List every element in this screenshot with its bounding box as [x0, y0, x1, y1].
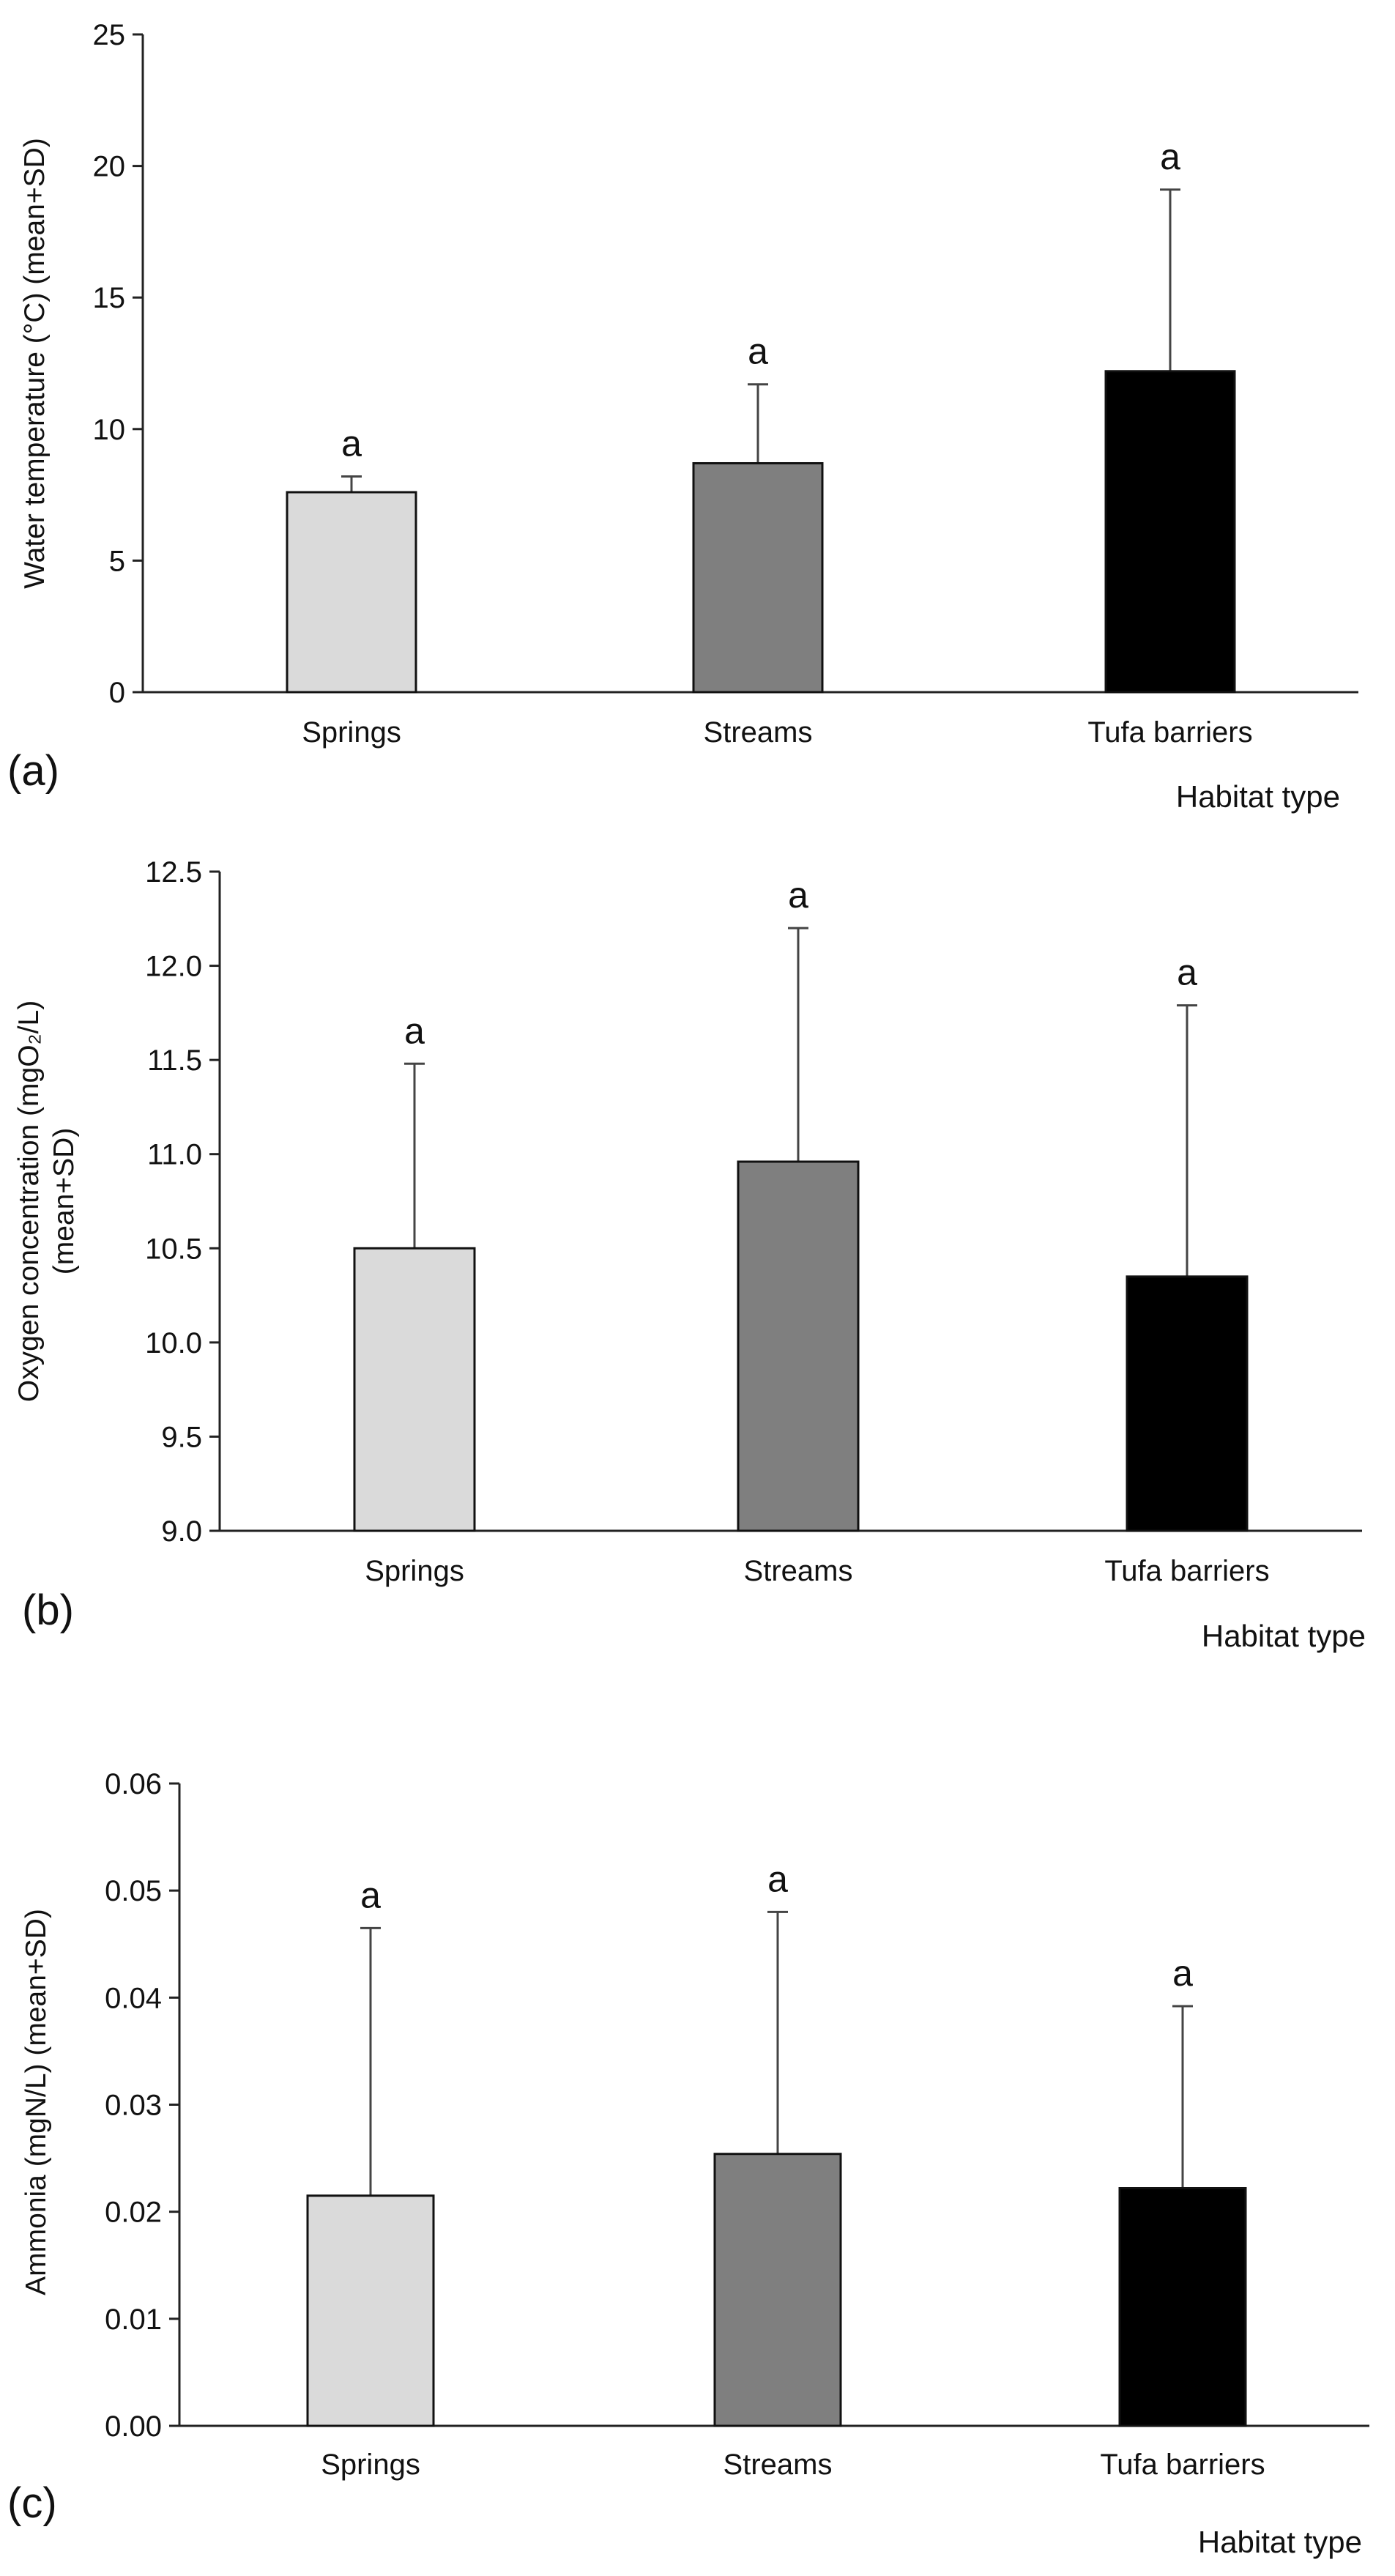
chart-b-y-ticks: 9.0 9.5 10.0 10.5 11.0 11.5 12.0 12.5 — [145, 856, 220, 1548]
chart-c-bars: a Springs a Streams a Tufa barriers — [306, 1858, 1265, 2481]
chart-a-y-ticks: 0 5 10 15 20 25 — [93, 19, 143, 709]
chart-a-bars: a Springs a Streams a Tufa barriers — [286, 136, 1253, 749]
chart-c-bar-tufa-barriers — [1118, 2187, 1247, 2427]
chart-a-y-tick-label: 0 — [109, 677, 125, 709]
chart-a-significance-streams: a — [748, 331, 768, 372]
chart-b-y-label-line1: Oxygen concentration (mgO₂/L) — [13, 1001, 45, 1402]
chart-b-bar-tufa-barriers — [1126, 1275, 1249, 1532]
chart-b-y-tick-label: 9.0 — [161, 1515, 202, 1548]
chart-a: 0 5 10 15 20 25 a Springs a Streams a Tufa barrier… — [7, 19, 1358, 814]
chart-c-y-tick-label: 0.06 — [105, 1768, 162, 1800]
chart-c-y-tick-label: 0.02 — [105, 2197, 162, 2229]
chart-b-x-label: Habitat type — [1202, 1619, 1366, 1653]
chart-c-significance-tufa-barriers: a — [1172, 1953, 1193, 1994]
chart-c-y-label: Ammonia (mgN/L) (mean+SD) — [21, 1909, 52, 2295]
chart-b-significance-springs: a — [404, 1010, 425, 1051]
chart-b-y-tick-label: 11.5 — [147, 1044, 202, 1077]
chart-c-category-label-tufa-barriers: Tufa barriers — [1100, 2449, 1265, 2481]
chart-b-y-tick-label: 11.0 — [147, 1139, 202, 1171]
chart-a-significance-springs: a — [341, 423, 362, 464]
chart-c-y-tick-label: 0.00 — [105, 2410, 162, 2443]
chart-a-x-label: Habitat type — [1176, 779, 1340, 814]
chart-b-y-tick-label: 12.5 — [145, 856, 202, 888]
chart-b: 9.09.510.010.511.011.512.012.5 aSpringsa… — [13, 856, 1366, 1653]
chart-b-category-label-springs: Springs — [365, 1555, 464, 1587]
chart-b-y-tick-label: 12.0 — [145, 951, 202, 983]
chart-a-y-tick-label: 25 — [93, 19, 126, 51]
chart-a-y-tick-label: 15 — [93, 282, 126, 314]
chart-a-significance-tufa-barriers: a — [1160, 136, 1180, 177]
chart-b-y-tick-label: 10.0 — [145, 1327, 202, 1359]
chart-a-category-label-streams: Streams — [704, 716, 813, 749]
chart-b-category-label-tufa-barriers: Tufa barriers — [1104, 1555, 1269, 1587]
chart-c-x-label: Habitat type — [1198, 2525, 1362, 2559]
chart-a-bar-springs — [286, 491, 417, 694]
chart-c-y-ticks: 0.00 0.01 0.02 0.03 0.04 0.05 0.06 — [105, 1768, 179, 2443]
chart-a-y-tick-label: 10 — [93, 414, 126, 446]
chart-c-bar-streams — [713, 2153, 842, 2427]
chart-c-panel-label: (c) — [7, 2479, 57, 2527]
chart-c-bar-springs — [306, 2194, 435, 2427]
chart-b-bar-springs — [353, 1247, 476, 1532]
chart-c-y-tick-label: 0.04 — [105, 1982, 162, 2014]
chart-b-y-tick-label: 10.5 — [145, 1233, 202, 1265]
chart-a-bar-streams — [692, 461, 824, 694]
chart-a-category-label-springs: Springs — [302, 716, 401, 749]
chart-c-y-tick-label: 0.03 — [105, 2090, 162, 2122]
chart-c-y-tick-label: 0.05 — [105, 1875, 162, 1907]
chart-b-y-label-line2: (mean+SD) — [48, 1128, 80, 1274]
chart-b-significance-streams: a — [788, 875, 808, 916]
chart-a-y-tick-label: 20 — [93, 151, 126, 183]
chart-b-category-label-streams: Streams — [744, 1555, 853, 1587]
chart-a-panel-label: (a) — [7, 747, 59, 795]
chart-a-y-label: Water temperature (°C) (mean+SD) — [19, 138, 51, 589]
chart-a-bar-tufa-barriers — [1104, 370, 1236, 694]
chart-a-y-tick-label: 5 — [109, 545, 125, 577]
chart-c-category-label-streams: Streams — [723, 2449, 833, 2481]
chart-b-significance-tufa-barriers: a — [1177, 952, 1197, 993]
chart-c: 0.00 0.01 0.02 0.03 0.04 0.05 0.06 a Springs a St… — [7, 1768, 1369, 2559]
chart-a-category-label-tufa-barriers: Tufa barriers — [1087, 716, 1252, 749]
chart-c-significance-springs: a — [360, 1874, 381, 1915]
chart-b-panel-label: (b) — [22, 1586, 74, 1634]
chart-c-category-label-springs: Springs — [321, 2449, 420, 2481]
chart-c-significance-streams: a — [767, 1858, 788, 1899]
chart-b-y-tick-label: 9.5 — [161, 1421, 202, 1453]
chart-c-y-tick-label: 0.01 — [105, 2304, 162, 2336]
chart-b-bars: a Springs a Streams a Tufa barriers — [353, 875, 1270, 1587]
chart-b-bar-streams — [737, 1160, 860, 1532]
